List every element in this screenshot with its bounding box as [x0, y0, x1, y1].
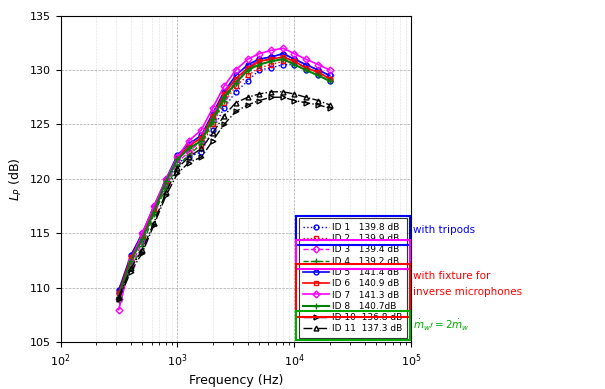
Text: with tripods: with tripods	[413, 225, 475, 235]
Text: inverse microphones: inverse microphones	[413, 287, 522, 297]
Legend: ID 1   139.8 dB, ID 2   139.9 dB, ID 3   139.4 dB, ID 4   139.2 dB, ID 5   141.4: ID 1 139.8 dB, ID 2 139.9 dB, ID 3 139.4…	[299, 219, 407, 338]
X-axis label: Frequency (Hz): Frequency (Hz)	[189, 374, 283, 387]
Text: $\dot{m}_{w}\prime = 2\dot{m}_{w}$: $\dot{m}_{w}\prime = 2\dot{m}_{w}$	[413, 318, 469, 333]
Y-axis label: $L_P$ (dB): $L_P$ (dB)	[8, 157, 24, 201]
Text: with fixture for: with fixture for	[413, 271, 490, 281]
